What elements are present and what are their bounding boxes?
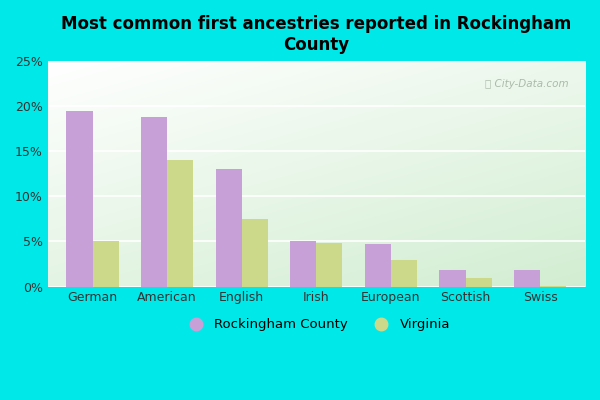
Bar [215,169,242,286]
Text: ⓘ City-Data.com: ⓘ City-Data.com [485,79,569,89]
Bar [439,270,466,286]
Bar [290,242,316,286]
Legend: Rockingham County, Virginia: Rockingham County, Virginia [178,313,455,336]
Bar [514,270,540,286]
Bar [391,260,417,286]
Bar [365,244,391,286]
Bar [67,110,92,286]
Bar [466,278,492,286]
Bar [141,117,167,286]
Bar [316,243,343,286]
Bar [167,160,193,286]
Bar [92,242,119,286]
Bar [242,219,268,286]
Title: Most common first ancestries reported in Rockingham
County: Most common first ancestries reported in… [61,15,572,54]
